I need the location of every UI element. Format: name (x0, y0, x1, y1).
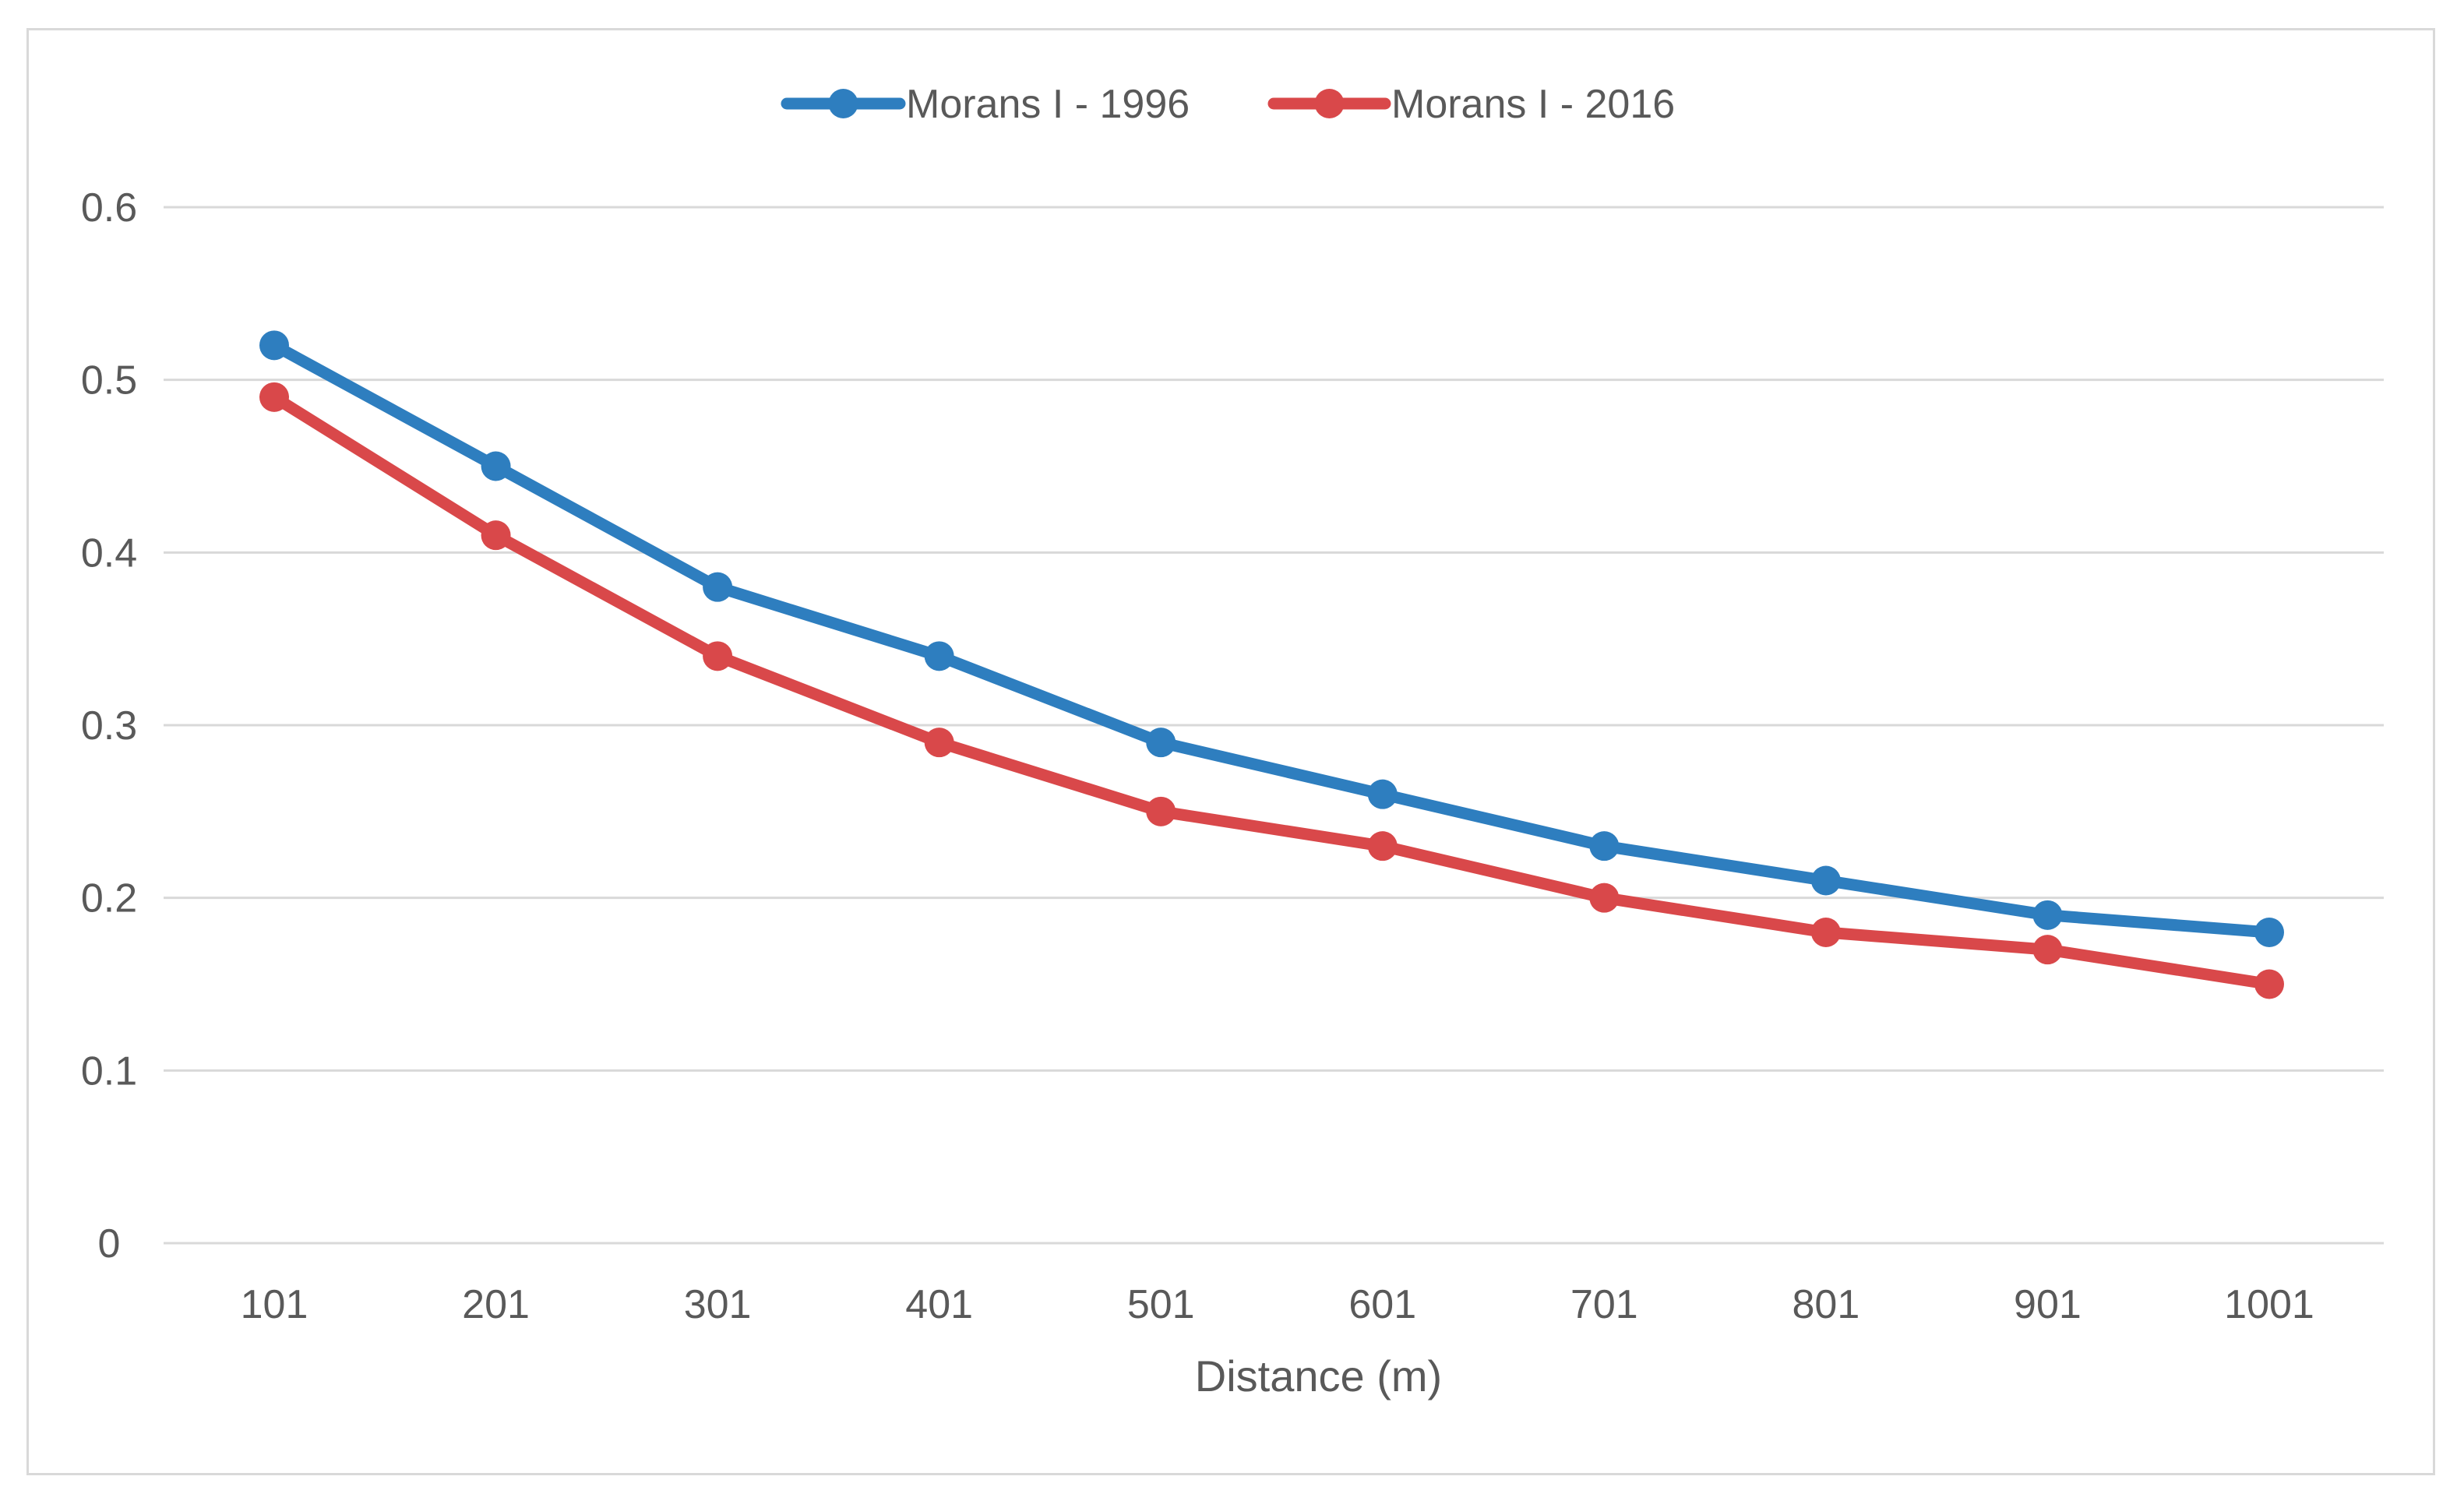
legend-swatch-marker (828, 89, 858, 118)
data-point (1810, 918, 1841, 947)
y-axis-tick-labels: 0 0.1 0.2 0.3 0.4 0.5 0.6 (81, 185, 137, 1267)
x-tick-label: 901 (2014, 1282, 2082, 1327)
data-point (2254, 969, 2284, 999)
data-point (703, 641, 733, 671)
series-line (268, 391, 2275, 990)
series-lines (259, 330, 2284, 999)
x-axis-title: Distance (m) (1195, 1351, 1442, 1401)
x-tick-label: 501 (1127, 1282, 1195, 1327)
data-point (2254, 918, 2284, 947)
series-1 (259, 330, 2284, 947)
legend-item-1: Morans I - 1996 (781, 82, 1190, 127)
y-tick-label: 0.2 (81, 876, 137, 921)
chart-frame (26, 28, 2435, 1475)
data-point (924, 641, 954, 671)
x-tick-label: 601 (1348, 1282, 1416, 1327)
legend: Morans I - 1996 Morans I - 2016 (781, 82, 1675, 127)
y-tick-label: 0.3 (81, 703, 137, 749)
data-point (1146, 796, 1176, 826)
data-point (1810, 865, 1841, 896)
legend-swatch-marker (1314, 89, 1345, 118)
y-tick-label: 0.4 (81, 530, 137, 576)
data-point (1589, 883, 1620, 913)
data-point (1367, 779, 1398, 809)
x-tick-label: 201 (462, 1282, 530, 1327)
data-point (1367, 831, 1398, 861)
series-2 (259, 382, 2284, 999)
x-tick-label: 701 (1570, 1282, 1638, 1327)
data-point (481, 451, 511, 481)
y-tick-label: 0.5 (81, 358, 137, 403)
data-point (703, 572, 733, 602)
data-point (259, 382, 289, 412)
data-point (2032, 900, 2063, 930)
data-point (259, 330, 289, 361)
y-tick-label: 0.6 (81, 185, 137, 231)
y-tick-label: 0.1 (81, 1048, 137, 1094)
x-axis-tick-labels: 101 201 301 401 501 601 701 801 901 1001 (241, 1282, 2314, 1327)
data-point (1589, 831, 1620, 861)
series-line (268, 339, 2275, 939)
data-point (1146, 728, 1176, 758)
x-tick-label: 401 (905, 1282, 973, 1327)
x-tick-label: 1001 (2224, 1282, 2314, 1327)
legend-item-2: Morans I - 2016 (1267, 82, 1675, 127)
legend-label: Morans I - 2016 (1391, 82, 1675, 127)
x-tick-label: 301 (684, 1282, 752, 1327)
data-point (924, 728, 954, 758)
x-tick-label: 801 (1792, 1282, 1860, 1327)
legend-label: Morans I - 1996 (906, 82, 1190, 127)
x-tick-label: 101 (241, 1282, 308, 1327)
data-point (2032, 935, 2063, 965)
data-point (481, 520, 511, 551)
gridlines (164, 206, 2384, 1245)
y-tick-label: 0 (98, 1221, 121, 1267)
